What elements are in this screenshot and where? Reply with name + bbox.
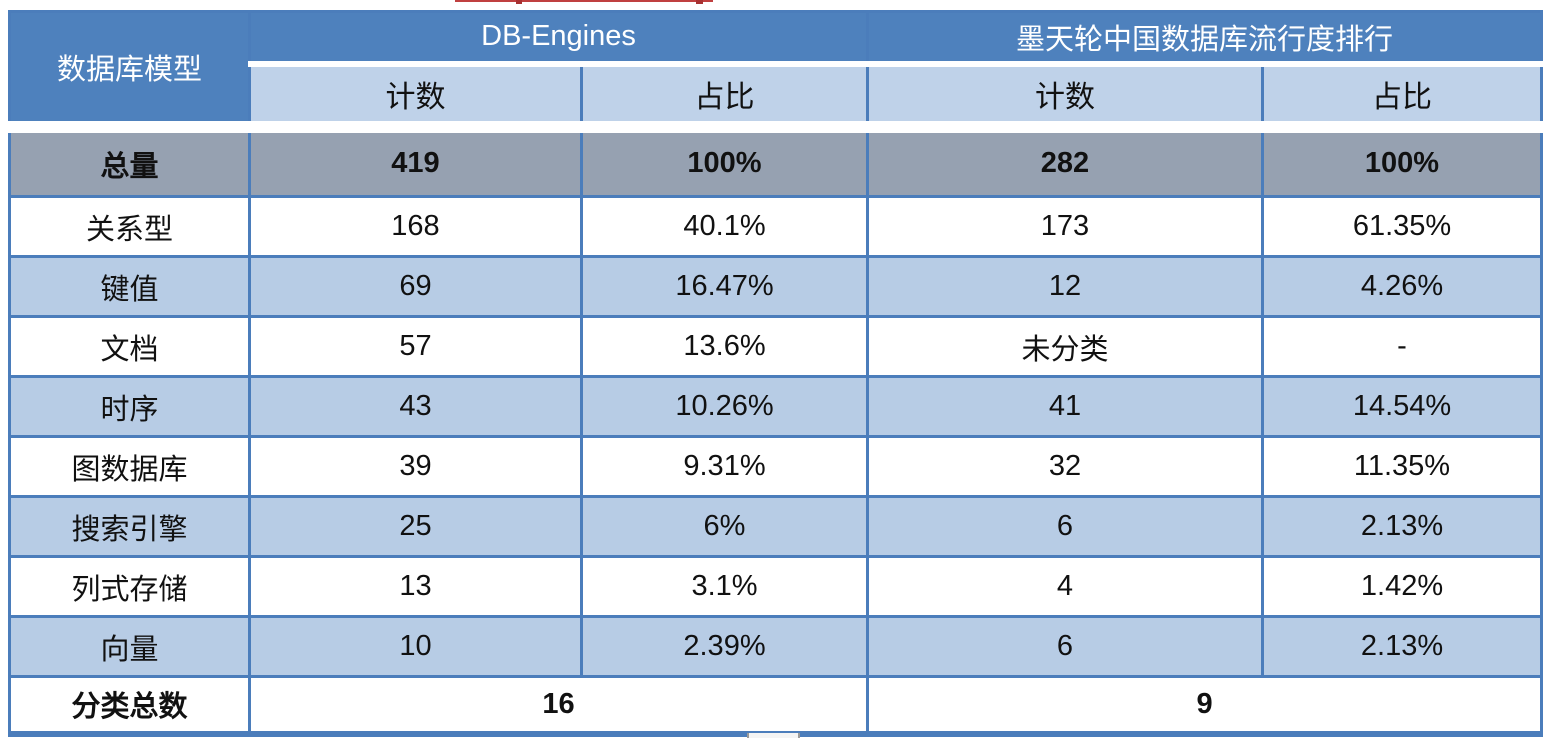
row-label-cell: 关系型 [8, 195, 251, 258]
data-cell: 69 [248, 255, 583, 318]
table-row: 键值 69 16.47% 12 4.26% [8, 255, 1544, 318]
category-count-row: 分类总数 16 9 [8, 675, 1544, 737]
data-cell: 2.13% [1260, 495, 1544, 558]
total-row: 总量 419 100% 282 100% [8, 120, 1544, 198]
data-cell: 25 [248, 495, 583, 558]
data-cell: - [1260, 315, 1544, 378]
data-cell: 未分类 [866, 315, 1264, 378]
data-cell: 40.1% [580, 195, 869, 258]
table-row: 向量 10 2.39% 6 2.13% [8, 615, 1544, 678]
group-header-db-engines: DB-Engines [248, 10, 869, 65]
data-cell: 32 [866, 435, 1264, 498]
data-cell: 13.6% [580, 315, 869, 378]
row-label-cell: 列式存储 [8, 555, 251, 618]
group-header-row: 数据库模型 DB-Engines 墨天轮中国数据库流行度排行 [8, 10, 1544, 128]
data-cell: 61.35% [1260, 195, 1544, 258]
data-cell: 2.13% [1260, 615, 1544, 678]
data-cell: 9.31% [580, 435, 869, 498]
database-model-comparison-table: 数据库模型 DB-Engines 墨天轮中国数据库流行度排行 计数 占比 计数 … [8, 10, 1544, 737]
row-label-cell: 搜索引擎 [8, 495, 251, 558]
group-header-modb-ranking: 墨天轮中国数据库流行度排行 [865, 10, 1544, 65]
table-row: 关系型 168 40.1% 173 61.35% [8, 195, 1544, 258]
bottom-scrollbar-fragment [747, 733, 800, 738]
data-cell: 173 [866, 195, 1264, 258]
data-cell: 6% [580, 495, 869, 558]
table-row: 列式存储 13 3.1% 4 1.42% [8, 555, 1544, 618]
corner-header-cell: 数据库模型 [8, 10, 251, 128]
top-red-artifact-tick [696, 0, 703, 4]
data-cell: 4 [866, 555, 1264, 618]
data-cell: 100% [580, 120, 869, 198]
data-cell: 10.26% [580, 375, 869, 438]
row-label-cell: 键值 [8, 255, 251, 318]
data-cell: 11.35% [1260, 435, 1544, 498]
data-cell: 2.39% [580, 615, 869, 678]
data-cell: 100% [1260, 120, 1544, 198]
data-cell: 14.54% [1260, 375, 1544, 438]
data-cell: 6 [866, 495, 1264, 558]
data-cell: 41 [866, 375, 1264, 438]
top-red-artifact-tick [516, 0, 522, 4]
data-cell: 4.26% [1260, 255, 1544, 318]
data-cell-modb-category-count: 9 [865, 675, 1544, 737]
data-cell: 168 [248, 195, 583, 258]
subheader-db-share: 占比 [580, 60, 869, 128]
row-label-cell: 向量 [8, 615, 251, 678]
table-row: 文档 57 13.6% 未分类 - [8, 315, 1544, 378]
data-cell: 12 [866, 255, 1264, 318]
sub-header-row: 计数 占比 计数 占比 [10, 60, 1544, 128]
row-label-cell: 图数据库 [8, 435, 251, 498]
data-cell: 10 [248, 615, 583, 678]
subheader-modb-share: 占比 [1260, 60, 1544, 128]
table-row: 搜索引擎 25 6% 6 2.13% [8, 495, 1544, 558]
top-red-artifact [455, 0, 713, 2]
data-cell: 13 [248, 555, 583, 618]
data-cell: 57 [248, 315, 583, 378]
data-cell: 39 [248, 435, 583, 498]
data-cell: 1.42% [1260, 555, 1544, 618]
row-label-cell: 总量 [8, 120, 251, 198]
subheader-modb-count: 计数 [866, 60, 1264, 128]
table-row: 时序 43 10.26% 41 14.54% [8, 375, 1544, 438]
row-label-cell: 时序 [8, 375, 251, 438]
data-cell: 43 [248, 375, 583, 438]
table-row: 图数据库 39 9.31% 32 11.35% [8, 435, 1544, 498]
data-cell: 6 [866, 615, 1264, 678]
row-label-cell: 文档 [8, 315, 251, 378]
data-cell: 419 [248, 120, 583, 198]
row-label-cell: 分类总数 [8, 675, 251, 737]
data-cell: 282 [866, 120, 1264, 198]
data-cell-db-engines-category-count: 16 [248, 675, 869, 737]
data-cell: 3.1% [580, 555, 869, 618]
data-cell: 16.47% [580, 255, 869, 318]
subheader-db-count: 计数 [248, 60, 583, 128]
